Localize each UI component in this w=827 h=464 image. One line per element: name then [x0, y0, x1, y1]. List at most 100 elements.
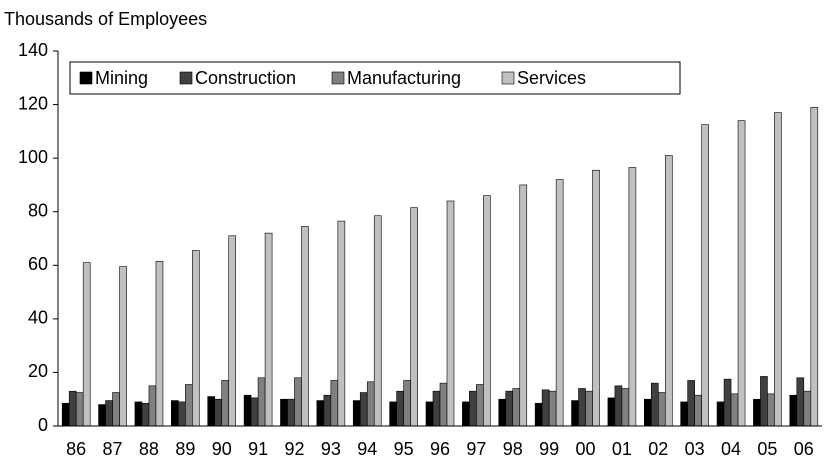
bar [185, 384, 193, 427]
y-tick-label: 60 [28, 254, 48, 274]
bar [301, 226, 309, 427]
bar [767, 393, 775, 427]
x-tick-label: 04 [721, 439, 741, 459]
bar [243, 394, 252, 427]
legend-label: Construction [195, 68, 296, 88]
bar [446, 200, 455, 427]
bar [687, 380, 695, 427]
bar [723, 378, 732, 427]
y-tick-label: 40 [28, 308, 48, 328]
bar [657, 392, 666, 427]
bar [141, 402, 150, 427]
bar [221, 380, 230, 427]
bar [287, 398, 295, 427]
bar [337, 220, 346, 427]
x-tick-label: 95 [394, 439, 414, 459]
bar [774, 112, 782, 427]
bar [98, 404, 106, 427]
bar [359, 392, 368, 427]
bar [476, 384, 484, 427]
legend-swatch [179, 71, 193, 85]
y-tick-label: 20 [28, 361, 48, 381]
x-tick-label: 89 [175, 439, 195, 459]
legend-label: Mining [95, 68, 148, 88]
bar [316, 400, 325, 427]
bar [432, 390, 441, 427]
x-tick-label: 91 [248, 439, 268, 459]
bar [592, 169, 600, 427]
x-tick-label: 06 [794, 439, 814, 459]
x-tick-label: 93 [321, 439, 341, 459]
y-tick-label: 120 [18, 93, 48, 113]
x-tick-label: 88 [139, 439, 159, 459]
bar [578, 388, 586, 427]
bar [61, 402, 70, 427]
x-tick-label: 05 [757, 439, 777, 459]
chart-title: Thousands of Employees [4, 9, 207, 29]
bar [257, 377, 266, 427]
x-tick-label: 99 [539, 439, 559, 459]
x-tick-label: 02 [648, 439, 668, 459]
bar [664, 155, 673, 427]
bar [439, 382, 448, 427]
bar [519, 184, 528, 427]
x-tick-label: 97 [466, 439, 486, 459]
bar [264, 232, 273, 427]
x-tick-label: 90 [212, 439, 232, 459]
bar [614, 385, 623, 427]
x-tick-label: 98 [503, 439, 523, 459]
bar [789, 394, 798, 427]
bar [294, 377, 302, 427]
bar [571, 400, 579, 427]
x-tick-label: 01 [612, 439, 632, 459]
legend-box [69, 61, 681, 95]
bar [82, 262, 91, 427]
bar [250, 397, 259, 427]
bar [512, 388, 521, 427]
bar [105, 400, 113, 427]
legend-swatch [331, 71, 345, 85]
bar [330, 380, 339, 427]
y-tick-label: 0 [38, 415, 48, 435]
x-tick-label: 00 [576, 439, 596, 459]
y-tick-label: 140 [18, 40, 48, 60]
x-tick-label: 94 [357, 439, 377, 459]
bar [810, 106, 819, 427]
bar [68, 390, 77, 427]
bar [280, 398, 288, 427]
x-tick-label: 92 [284, 439, 304, 459]
bar [498, 398, 507, 427]
bar [505, 390, 514, 427]
bar [192, 250, 200, 427]
legend-swatch [501, 71, 515, 85]
bar [148, 385, 157, 427]
bar [730, 393, 739, 427]
bar [207, 396, 216, 427]
bar [483, 195, 491, 427]
bar [548, 390, 557, 427]
y-tick-label: 100 [18, 147, 48, 167]
bar [214, 398, 223, 427]
bar [716, 401, 725, 427]
bar [469, 390, 477, 427]
bar [737, 120, 746, 427]
x-tick-label: 03 [685, 439, 705, 459]
legend-label: Manufacturing [347, 68, 461, 88]
x-tick-label: 96 [430, 439, 450, 459]
bar [534, 402, 543, 427]
legend-swatch [79, 71, 93, 85]
bar [621, 388, 630, 427]
bar [462, 401, 470, 427]
bar [352, 400, 361, 427]
bar [171, 400, 179, 427]
bar [155, 260, 164, 427]
bar [410, 207, 418, 427]
x-tick-label: 86 [66, 439, 86, 459]
bar [796, 377, 805, 427]
bar [650, 382, 659, 427]
bar [541, 389, 550, 427]
bar [396, 390, 404, 427]
legend-label: Services [517, 68, 586, 88]
bar [75, 392, 84, 427]
